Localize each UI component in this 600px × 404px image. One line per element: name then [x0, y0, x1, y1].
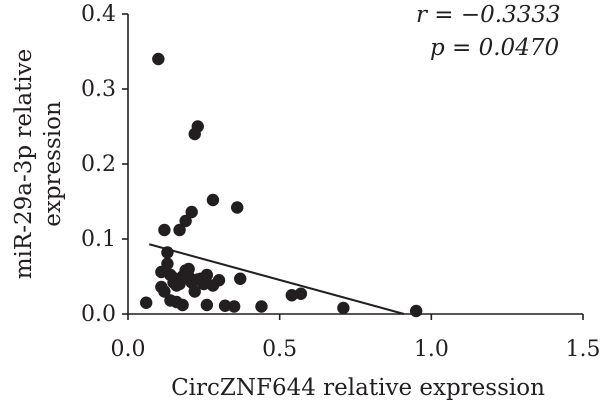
data-point [179, 214, 192, 228]
y-tick-label: 0.4 [81, 2, 116, 27]
data-point [152, 52, 165, 66]
data-point [285, 289, 298, 302]
data-point [294, 287, 308, 300]
y-axis-title-line-2: expression [40, 101, 66, 227]
y-tick-label: 0.3 [81, 77, 116, 102]
p-value-label: p = 0.0470 [430, 35, 559, 61]
data-point [231, 201, 244, 214]
x-tick-label: 1.5 [566, 337, 600, 362]
y-tick-label: 0.1 [81, 227, 116, 252]
y-axis-title-line-1: miR-29a-3p relative [11, 49, 37, 280]
data-point [155, 280, 168, 294]
data-point [161, 246, 174, 259]
y-tick-label: 0.0 [81, 302, 116, 327]
data-point [188, 285, 201, 298]
regression-line [148, 243, 405, 315]
data-point [182, 262, 195, 276]
data-point [206, 279, 220, 292]
r-value-label: r = −0.3333 [416, 2, 561, 28]
data-point [227, 300, 241, 313]
data-point [176, 298, 189, 312]
x-axis-title: CircZNF644 relative expression [171, 375, 545, 401]
data-point [191, 120, 204, 133]
y-tick-label: 0.2 [81, 152, 116, 177]
data-point [337, 301, 350, 315]
data-point [185, 205, 198, 219]
data-point [173, 223, 186, 237]
x-tick-label: 1.0 [414, 337, 449, 362]
y-axis-ticks: 0.0 0.1 0.2 0.3 0.4 [81, 2, 128, 327]
data-point [140, 296, 153, 309]
data-point [200, 268, 214, 282]
x-axis-ticks: 0.0 0.5 1.0 1.5 [111, 314, 600, 362]
x-tick-label: 0.0 [111, 337, 146, 362]
data-point [206, 193, 220, 207]
data-point [161, 257, 174, 270]
x-tick-label: 0.5 [262, 337, 297, 362]
data-points [140, 52, 423, 318]
data-point [234, 272, 247, 285]
data-point [409, 304, 423, 318]
data-point [158, 223, 171, 237]
data-point [218, 299, 232, 312]
data-point [200, 298, 214, 312]
data-point [255, 300, 268, 313]
